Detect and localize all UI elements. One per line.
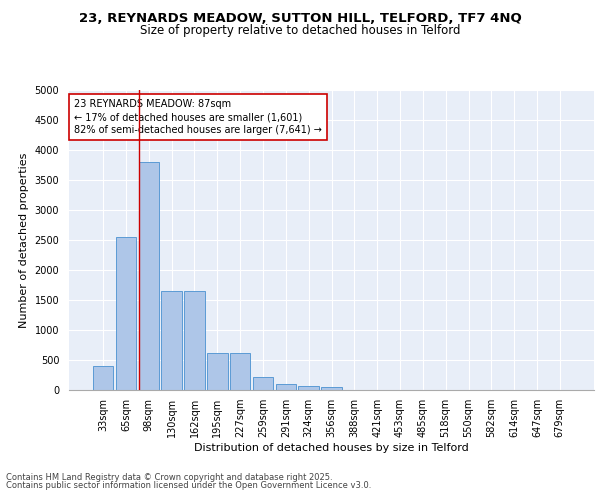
Bar (253, 377, 273, 390)
Text: Contains HM Land Registry data © Crown copyright and database right 2025.: Contains HM Land Registry data © Crown c… (6, 472, 332, 482)
Bar (275, 384, 296, 390)
Bar (298, 386, 319, 390)
Y-axis label: Number of detached properties: Number of detached properties (19, 152, 29, 328)
Text: Contains public sector information licensed under the Open Government Licence v3: Contains public sector information licen… (6, 481, 371, 490)
Bar (116, 237, 136, 390)
Bar (184, 291, 205, 390)
Bar (161, 291, 182, 390)
Text: 23, REYNARDS MEADOW, SUTTON HILL, TELFORD, TF7 4NQ: 23, REYNARDS MEADOW, SUTTON HILL, TELFOR… (79, 12, 521, 26)
Text: Size of property relative to detached houses in Telford: Size of property relative to detached ho… (140, 24, 460, 37)
Bar (207, 353, 227, 390)
Bar (139, 162, 159, 390)
Bar (93, 366, 113, 390)
Bar (321, 388, 342, 390)
Text: 23 REYNARDS MEADOW: 87sqm
← 17% of detached houses are smaller (1,601)
82% of se: 23 REYNARDS MEADOW: 87sqm ← 17% of detac… (74, 99, 322, 136)
X-axis label: Distribution of detached houses by size in Telford: Distribution of detached houses by size … (194, 442, 469, 452)
Bar (230, 353, 250, 390)
